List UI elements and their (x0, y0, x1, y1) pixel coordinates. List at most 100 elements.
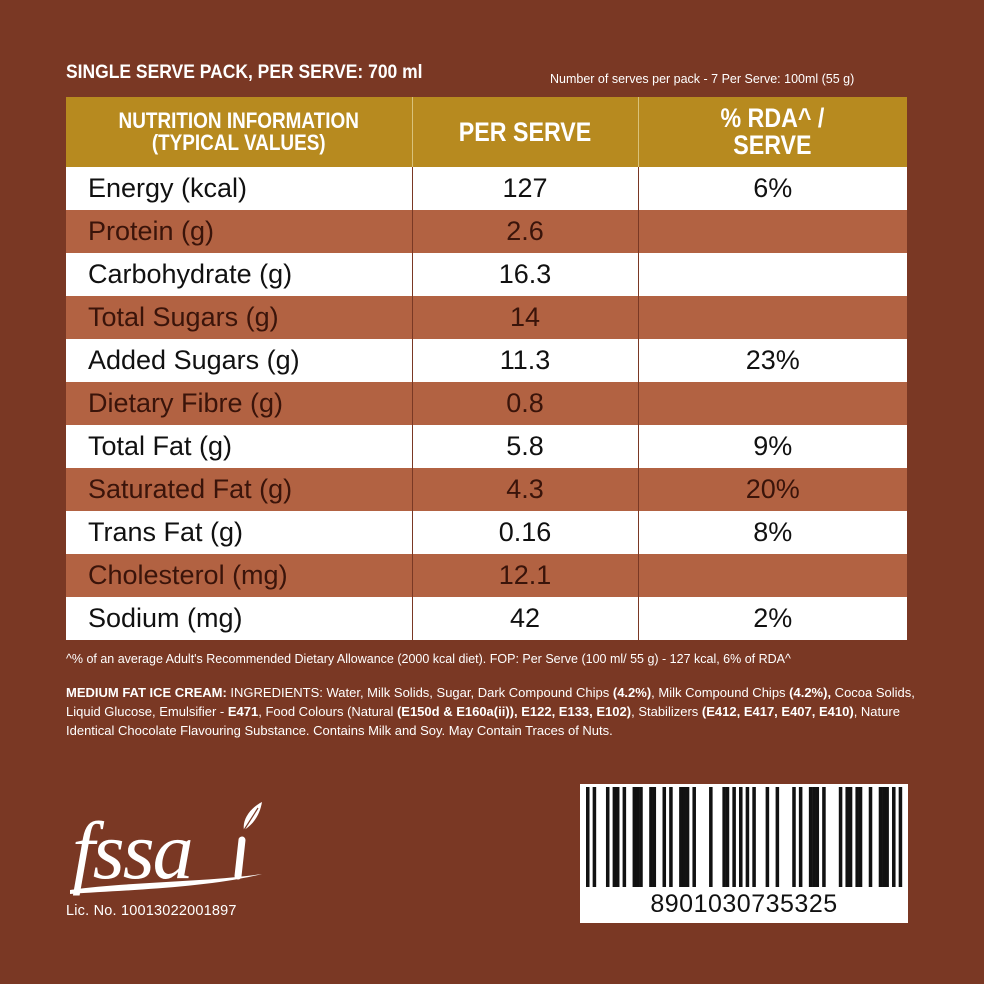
barcode-bar (682, 787, 686, 887)
rda-value (638, 296, 907, 339)
barcode-bar (679, 787, 683, 887)
rda-value (638, 382, 907, 425)
nutrient-name: Carbohydrate (g) (66, 253, 413, 296)
barcode-bar (878, 787, 883, 887)
per-serve-value: 0.16 (412, 511, 639, 554)
table-row: Sodium (mg) 42 2% (66, 597, 907, 640)
barcode-bar (808, 787, 813, 887)
nutrient-name: Trans Fat (g) (66, 511, 413, 554)
per-serve-value: 0.8 (412, 382, 639, 425)
table-row: Protein (g) 2.6 (66, 210, 907, 253)
table-row: Carbohydrate (g) 16.3 (66, 253, 907, 296)
nutrient-name: Cholesterol (mg) (66, 554, 413, 597)
per-serve-value: 2.6 (412, 210, 639, 253)
barcode-bar (775, 787, 780, 887)
barcode-bar (812, 787, 816, 887)
pack-title: SINGLE SERVE PACK, PER SERVE: 700 ml (66, 62, 423, 83)
rda-value: 9% (638, 425, 907, 468)
rda-value: 23% (638, 339, 907, 382)
nutrient-name: Energy (kcal) (66, 167, 413, 210)
barcode-bar (669, 787, 673, 887)
barcode-bar (605, 787, 610, 887)
barcode-bar (745, 787, 750, 887)
barcode-number: 8901030735325 (650, 890, 838, 918)
barcode-bar (838, 787, 843, 887)
per-serve-value: 4.3 (412, 468, 639, 511)
per-serve-value: 16.3 (412, 253, 639, 296)
rda-value: 2% (638, 597, 907, 640)
barcode-bar (592, 787, 597, 887)
table-row: Total Fat (g) 5.8 9% (66, 425, 907, 468)
barcode-bar (685, 787, 690, 887)
barcode-bar (662, 787, 667, 887)
per-serve-value: 14 (412, 296, 639, 339)
fssai-logo-icon: fssa (70, 802, 262, 896)
svg-text:fssa: fssa (72, 805, 192, 896)
barcode-bar (586, 787, 590, 887)
barcode-bar (739, 787, 743, 887)
barcode-bar (632, 787, 637, 887)
nutrient-name: Saturated Fat (g) (66, 468, 413, 511)
header-nutrition-information: NUTRITION INFORMATION (TYPICAL VALUES) (66, 97, 413, 167)
rda-value: 6% (638, 167, 907, 210)
header-rda-per-serve: % RDA^ / SERVE (638, 97, 907, 167)
barcode-bar (858, 787, 863, 887)
barcode-bar (848, 787, 853, 887)
fssai-license-number: Lic. No. 10013022001897 (66, 903, 237, 919)
nutrient-name: Added Sugars (g) (66, 339, 413, 382)
per-serve-value: 127 (412, 167, 639, 210)
barcode-bar (885, 787, 889, 887)
serves-info: Number of serves per pack - 7 Per Serve:… (550, 72, 855, 86)
barcode-bar (765, 787, 770, 887)
barcode-bar (892, 787, 896, 887)
per-serve-value: 12.1 (412, 554, 639, 597)
ingredients-text: MEDIUM FAT ICE CREAM: INGREDIENTS: Water… (66, 685, 915, 738)
nutrient-name: Sodium (mg) (66, 597, 413, 640)
barcode-bar (882, 787, 886, 887)
nutrient-name: Total Fat (g) (66, 425, 413, 468)
nutrient-name: Protein (g) (66, 210, 413, 253)
table-header-row: NUTRITION INFORMATION (TYPICAL VALUES) P… (66, 97, 907, 167)
barcode-bar (792, 787, 796, 887)
barcode-bar (649, 787, 653, 887)
table-row: Saturated Fat (g) 4.3 20% (66, 468, 907, 511)
per-serve-value: 42 (412, 597, 639, 640)
table-row: Trans Fat (g) 0.16 8% (66, 511, 907, 554)
rda-value (638, 554, 907, 597)
nutrient-name: Total Sugars (g) (66, 296, 413, 339)
table-row: Energy (kcal) 127 6% (66, 167, 907, 210)
rda-footnote: ^% of an average Adult's Recommended Die… (66, 652, 791, 666)
barcode-bar (732, 787, 736, 887)
table-row: Added Sugars (g) 11.3 23% (66, 339, 907, 382)
barcode-bar (652, 787, 657, 887)
header-per-serve: PER SERVE (412, 97, 639, 167)
barcode-bar (635, 787, 640, 887)
fssai-logo: fssa (66, 790, 276, 900)
barcode-bar (868, 787, 873, 887)
barcode-bar (612, 787, 617, 887)
rda-value (638, 253, 907, 296)
table-row: Dietary Fibre (g) 0.8 (66, 382, 907, 425)
per-serve-value: 5.8 (412, 425, 639, 468)
pack-info-line: SINGLE SERVE PACK, PER SERVE: 700 ml Num… (66, 62, 926, 86)
rda-value (638, 210, 907, 253)
rda-value: 20% (638, 468, 907, 511)
barcode-bar (855, 787, 859, 887)
barcode-bar (725, 787, 730, 887)
barcode-bar (822, 787, 826, 887)
rda-value: 8% (638, 511, 907, 554)
barcode-bar (692, 787, 696, 887)
barcode-bar (709, 787, 713, 887)
barcode: 8901030735325 (580, 784, 908, 923)
barcode-bar (722, 787, 726, 887)
table-row: Total Sugars (g) 14 (66, 296, 907, 339)
barcode-bar (845, 787, 849, 887)
barcode-bar (798, 787, 803, 887)
barcode-bar (752, 787, 756, 887)
barcode-bar (639, 787, 643, 887)
barcode-bar (622, 787, 627, 887)
product-type-label: MEDIUM FAT ICE CREAM: (66, 685, 227, 700)
nutrient-name: Dietary Fibre (g) (66, 382, 413, 425)
barcode-bars (586, 787, 903, 887)
barcode-bar (898, 787, 903, 887)
